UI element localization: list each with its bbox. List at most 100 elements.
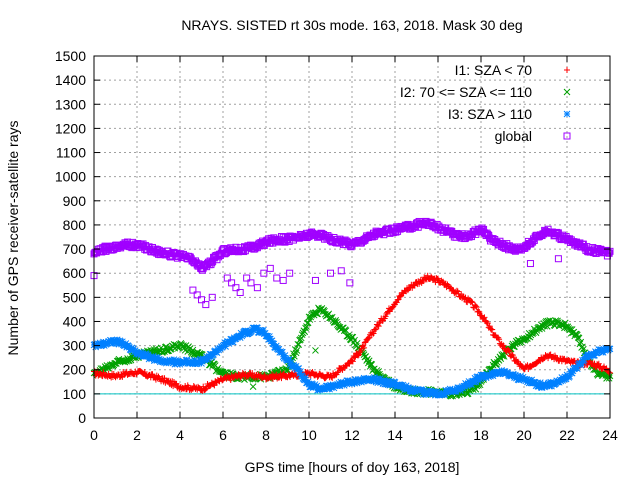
point-i1 bbox=[505, 347, 512, 354]
y-axis-label: Number of GPS receiver-satellite rays bbox=[5, 121, 21, 356]
point-i3 bbox=[420, 386, 428, 394]
point-i1 bbox=[472, 303, 479, 310]
point-i3 bbox=[476, 375, 484, 383]
y-tick-label: 1200 bbox=[55, 120, 86, 136]
point-i1 bbox=[469, 299, 476, 306]
point-i2 bbox=[575, 334, 583, 342]
y-tick-label: 1000 bbox=[55, 169, 86, 185]
outlier-i2 bbox=[249, 383, 257, 390]
point-i3 bbox=[297, 368, 304, 375]
y-tick-label: 1100 bbox=[56, 145, 86, 161]
point-i1 bbox=[506, 348, 513, 355]
legend-marker-global bbox=[563, 132, 571, 140]
point-i3 bbox=[543, 381, 551, 389]
point-i3 bbox=[568, 369, 576, 377]
point-i3 bbox=[557, 377, 565, 385]
point-i2 bbox=[577, 338, 585, 346]
point-i2 bbox=[304, 319, 312, 327]
point-i3 bbox=[511, 374, 518, 381]
point-i3 bbox=[399, 381, 407, 389]
point-i2 bbox=[365, 357, 373, 365]
point-i3 bbox=[340, 382, 348, 389]
point-i3 bbox=[278, 348, 286, 356]
y-tick-label: 0 bbox=[78, 410, 86, 426]
point-i3 bbox=[324, 385, 332, 392]
point-i3 bbox=[198, 360, 205, 367]
point-i3 bbox=[112, 337, 119, 344]
point-i3 bbox=[472, 378, 480, 386]
outlier-global bbox=[346, 279, 354, 287]
y-tick-label: 200 bbox=[63, 362, 87, 378]
point-i1 bbox=[453, 287, 460, 294]
outlier-global bbox=[208, 293, 216, 301]
point-i3 bbox=[204, 356, 211, 364]
point-global bbox=[604, 249, 612, 257]
point-i3 bbox=[489, 372, 497, 380]
point-i3 bbox=[562, 375, 570, 383]
point-i2 bbox=[121, 358, 129, 366]
point-i1 bbox=[211, 382, 218, 389]
outlier-global bbox=[327, 269, 334, 277]
legend-label-i2: I2: 70 <= SZA <= 110 bbox=[400, 84, 532, 100]
point-i3 bbox=[433, 388, 441, 396]
outlier-global bbox=[223, 274, 231, 282]
y-tick-label: 700 bbox=[63, 241, 87, 257]
point-i3 bbox=[149, 352, 157, 360]
point-global bbox=[605, 249, 613, 257]
point-i3 bbox=[128, 344, 136, 352]
point-i2 bbox=[291, 352, 298, 360]
point-i3 bbox=[170, 356, 178, 364]
outlier-global bbox=[286, 269, 294, 277]
point-i3 bbox=[314, 386, 321, 394]
point-i3 bbox=[487, 369, 495, 376]
point-i1 bbox=[335, 368, 342, 375]
point-i1 bbox=[476, 309, 483, 316]
point-i3 bbox=[228, 335, 235, 343]
series-i1 bbox=[91, 272, 613, 394]
x-tick-label: 18 bbox=[473, 427, 489, 443]
point-i1 bbox=[375, 323, 382, 330]
point-i1 bbox=[322, 375, 329, 382]
point-i3 bbox=[99, 341, 106, 348]
legend-marker-i2 bbox=[563, 88, 571, 96]
point-i3 bbox=[222, 343, 229, 350]
x-tick-label: 10 bbox=[301, 427, 317, 443]
point-i3 bbox=[190, 359, 198, 367]
point-i1 bbox=[239, 369, 246, 376]
point-i3 bbox=[260, 326, 267, 334]
y-tick-label: 300 bbox=[63, 338, 87, 354]
point-i3 bbox=[298, 372, 306, 380]
point-i2 bbox=[189, 346, 197, 354]
point-i3 bbox=[181, 359, 189, 366]
x-tick-label: 16 bbox=[430, 427, 446, 443]
point-i3 bbox=[420, 391, 427, 398]
point-i3 bbox=[377, 375, 384, 382]
series-i3 bbox=[90, 324, 614, 399]
legend-label-i3: I3: SZA > 110 bbox=[448, 106, 532, 122]
point-i2 bbox=[345, 332, 352, 339]
point-i3 bbox=[272, 344, 279, 352]
point-i1 bbox=[481, 314, 488, 321]
point-i3 bbox=[517, 372, 524, 380]
point-i1 bbox=[141, 369, 148, 376]
series-global bbox=[90, 217, 614, 309]
point-i1 bbox=[462, 294, 469, 301]
outlier-global bbox=[193, 291, 201, 299]
point-i3 bbox=[405, 384, 413, 392]
outlier-global bbox=[337, 267, 345, 275]
y-tick-label: 1500 bbox=[55, 48, 86, 64]
point-i3 bbox=[408, 388, 416, 396]
point-i3 bbox=[504, 369, 512, 377]
point-i3 bbox=[161, 359, 168, 366]
point-i1 bbox=[389, 304, 396, 311]
outlier-global bbox=[243, 274, 251, 282]
point-i3 bbox=[531, 379, 539, 386]
point-i2 bbox=[493, 360, 500, 368]
point-i2 bbox=[373, 367, 381, 374]
y-tick-label: 100 bbox=[63, 386, 87, 402]
y-tick-label: 600 bbox=[63, 265, 87, 281]
legend-marker-i3 bbox=[563, 110, 571, 118]
point-i3 bbox=[183, 356, 191, 364]
point-i1 bbox=[424, 272, 431, 279]
point-i3 bbox=[501, 368, 509, 375]
